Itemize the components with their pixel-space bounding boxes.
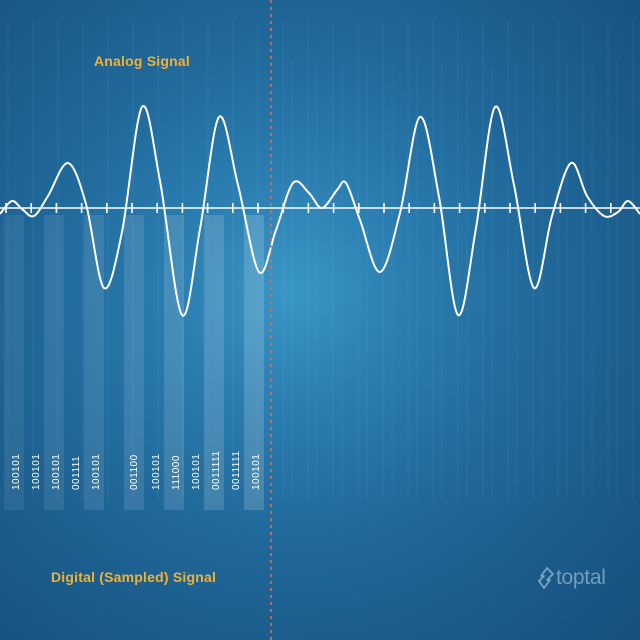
sample-bar (84, 215, 104, 510)
sample-value: 100101 (91, 454, 102, 490)
sample-value: 001111 (71, 456, 82, 490)
sample-value: 111000 (171, 455, 182, 490)
sample-bars (4, 215, 264, 510)
sample-value: 100101 (151, 454, 162, 490)
sample-value: 100101 (31, 454, 42, 490)
background-stripes (7, 20, 634, 500)
sample-bar (244, 215, 264, 510)
sample-value: 001100 (129, 454, 140, 490)
sample-value: 100101 (251, 454, 262, 490)
sample-values: 100101 100101 100101 001111 100101 001100 1001… (11, 451, 262, 490)
sample-value: 0011111 (211, 451, 222, 490)
sample-value: 100101 (11, 454, 22, 490)
logo-text: toptal (556, 566, 606, 589)
analog-waveform (0, 105, 640, 317)
toptal-logo: toptal (538, 566, 606, 590)
sample-bar (4, 215, 24, 510)
sample-value: 100101 (51, 454, 62, 490)
analog-signal-label: Analog Signal (94, 53, 190, 69)
digital-signal-label: Digital (Sampled) Signal (51, 569, 217, 585)
sample-value: 0011111 (231, 451, 242, 490)
toptal-logo-icon (538, 567, 554, 589)
sample-bar (204, 215, 224, 510)
sample-bar (44, 215, 64, 510)
sample-value: 100101 (191, 454, 202, 490)
sample-bar (124, 215, 144, 510)
sample-bar (164, 215, 184, 510)
